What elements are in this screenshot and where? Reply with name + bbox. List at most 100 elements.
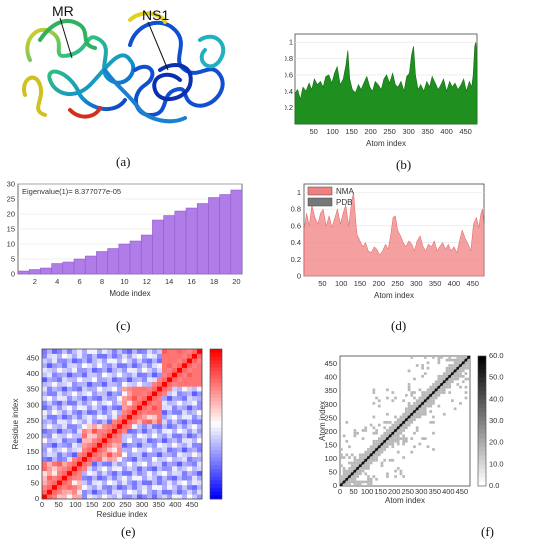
- heatmap-cell-e: [112, 466, 118, 472]
- heatmap-cell-e: [172, 475, 178, 481]
- ytick-label-f: 300: [324, 400, 337, 409]
- contact-cell-f: [440, 388, 443, 392]
- contact-cell-f: [423, 393, 427, 397]
- annotation-bg-c: [20, 186, 128, 196]
- heatmap-cell-e: [47, 349, 53, 354]
- contact-cell-f: [399, 418, 403, 421]
- heatmap-cell-e: [172, 409, 178, 415]
- contact-cell-f: [367, 458, 370, 462]
- heatmap-cell-e: [62, 428, 68, 434]
- heatmap-cell-e: [152, 456, 158, 462]
- heatmap-cell-e: [87, 428, 93, 434]
- heatmap-cell-e: [97, 461, 103, 467]
- heatmap-cell-e: [107, 484, 113, 490]
- ytick-label-e: 50: [31, 478, 39, 487]
- heatmap-cell-e: [127, 358, 133, 364]
- heatmap-cell-e: [122, 433, 128, 439]
- heatmap-cell-e: [77, 428, 83, 434]
- heatmap-cell-e: [187, 358, 193, 364]
- contact-cell-f: [386, 445, 389, 449]
- heatmap-cell-e: [132, 372, 138, 378]
- heatmap-cell-e: [127, 377, 133, 383]
- heatmap-cell-e: [62, 489, 68, 495]
- heatmap-cell-e: [172, 489, 178, 495]
- contact-cell-f: [396, 467, 400, 470]
- contact-cell-f: [386, 431, 389, 435]
- heatmap-cell-e: [152, 470, 158, 476]
- heatmap-cell-e: [112, 367, 118, 373]
- heatmap-cell-e: [52, 377, 58, 383]
- heatmap-cell-e: [142, 377, 148, 383]
- heatmap-cell-e: [152, 414, 158, 420]
- heatmap-cell-e: [47, 452, 53, 458]
- heatmap-cell-e: [97, 414, 103, 420]
- heatmap-cell-e: [82, 494, 88, 500]
- contact-cell-f: [340, 477, 343, 481]
- contact-cell-f: [350, 480, 354, 484]
- contact-cell-f: [396, 434, 400, 438]
- heatmap-cell-e: [107, 489, 113, 495]
- contact-cell-f: [429, 396, 433, 400]
- heatmap-cell-e: [82, 480, 88, 486]
- contact-cell-f: [396, 450, 400, 454]
- heatmap-cell-e: [182, 409, 188, 415]
- heatmap-cell-e: [67, 466, 73, 472]
- heatmap-cell-e: [52, 363, 58, 368]
- heatmap-cell-e: [47, 428, 53, 434]
- heatmap-cell-e: [62, 484, 68, 490]
- heatmap-cell-e: [152, 438, 158, 443]
- bar-c: [140, 234, 153, 275]
- heatmap-cell-e: [172, 353, 178, 359]
- heatmap-cell-e: [67, 428, 73, 434]
- heatmap-cell-e: [152, 489, 158, 495]
- heatmap-cell-e: [77, 452, 83, 458]
- chart-e: 0 50 100 150 200 250 300 350 400 4500501001502002…: [11, 348, 223, 519]
- heatmap-cell-e: [137, 377, 143, 383]
- contact-cell-f: [421, 407, 424, 411]
- heatmap-cell-e: [122, 452, 128, 458]
- contact-cell-f: [405, 410, 408, 413]
- heatmap-cell-e: [172, 367, 178, 373]
- heatmap-cell-e: [47, 367, 53, 373]
- heatmap-cell-e: [162, 442, 168, 448]
- heatmap-cell-e: [117, 367, 123, 373]
- heatmap-cell-e: [182, 428, 188, 434]
- contact-cell-f: [459, 372, 462, 375]
- contact-cell-f: [377, 423, 381, 427]
- contact-cell-f: [394, 434, 397, 438]
- heatmap-cell-e: [167, 470, 173, 476]
- contact-cell-f: [445, 369, 449, 373]
- xtick-label-b: 450: [459, 127, 472, 136]
- heatmap-cell-e: [167, 419, 173, 425]
- colorbar-cell-e: [210, 439, 222, 444]
- heatmap-cell-e: [137, 442, 143, 448]
- heatmap-cell-e: [162, 377, 168, 383]
- heatmap-cell-e: [87, 452, 93, 458]
- heatmap-cell-e: [107, 475, 113, 481]
- contact-cell-f: [410, 410, 414, 413]
- colorbar-cell-e: [210, 394, 222, 399]
- heatmap-cell-e: [167, 391, 173, 397]
- panel-f: 0 50 100 150 200 250 300 350 400 450 0 50 100 150 200 2…: [318, 350, 523, 510]
- heatmap-cell-e: [177, 428, 183, 434]
- heatmap-cell-e: [197, 419, 203, 425]
- heatmap-cell-e: [67, 480, 73, 486]
- heatmap-cell-e: [142, 381, 148, 387]
- heatmap-cell-e: [77, 480, 83, 486]
- heatmap-cell-e: [167, 409, 173, 415]
- heatmap-cell-e: [47, 489, 53, 495]
- heatmap-cell-e: [162, 470, 168, 476]
- contact-cell-f: [375, 445, 378, 449]
- heatmap-cell-e: [142, 372, 148, 378]
- heatmap-cell-e: [102, 480, 108, 486]
- contact-cell-f: [380, 450, 384, 454]
- contact-cell-f: [372, 442, 376, 446]
- heatmap-cell-e: [112, 377, 118, 383]
- heatmap-cell-e: [147, 484, 153, 490]
- contact-cell-f: [348, 456, 351, 459]
- heatmap-cell-e: [47, 386, 53, 392]
- heatmap-cell-e: [122, 489, 128, 495]
- heatmap-cell-e: [172, 428, 178, 434]
- heatmap-cell-e: [117, 424, 123, 429]
- colorbar-cell-f: [478, 464, 486, 469]
